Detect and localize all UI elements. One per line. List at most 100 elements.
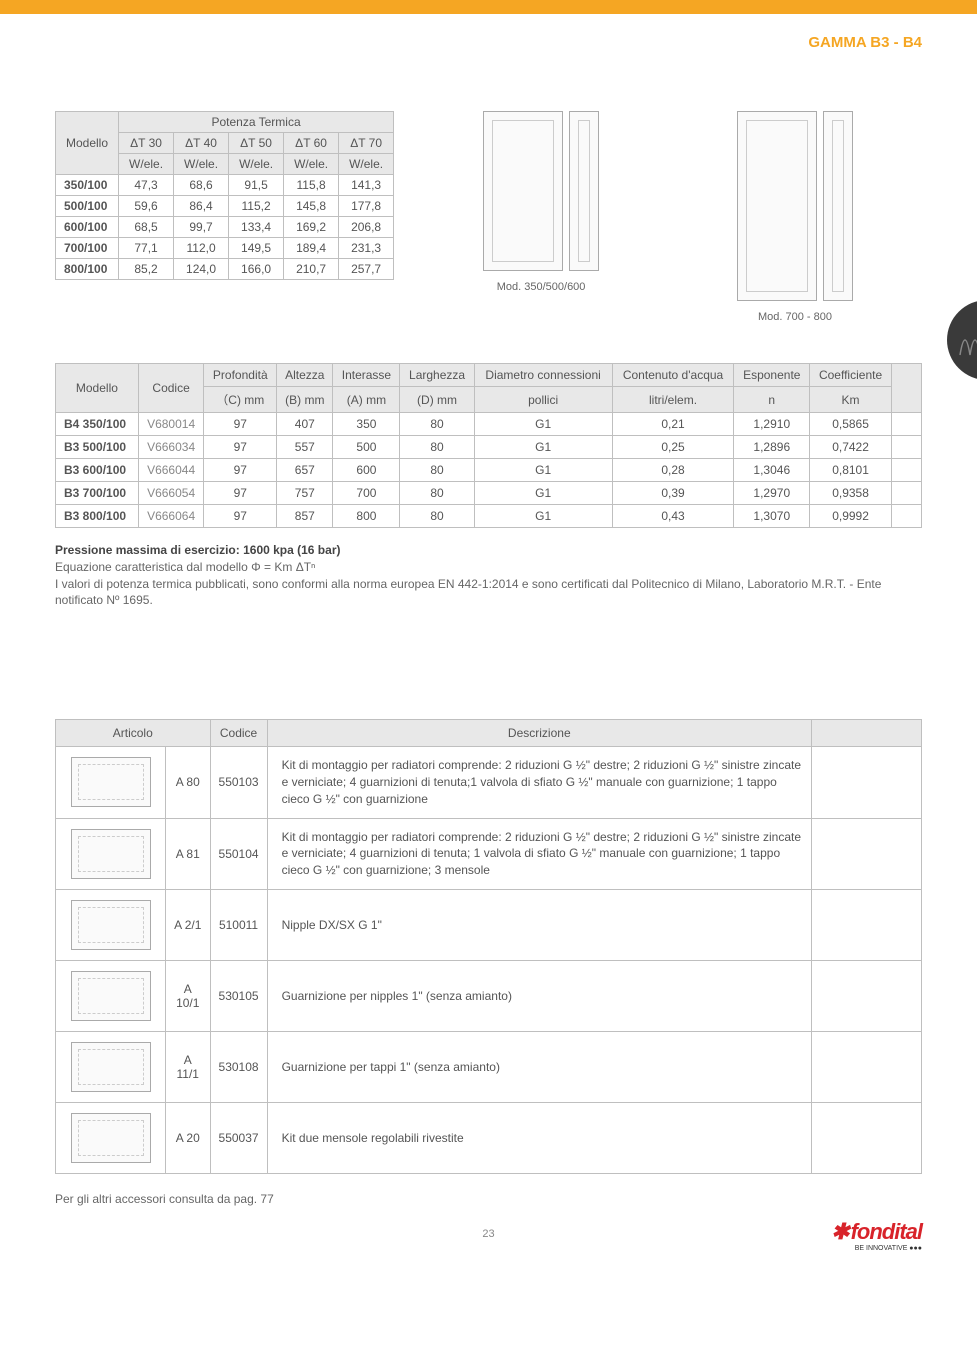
- col-desc: Descrizione: [267, 720, 811, 747]
- value-cell: G1: [474, 505, 612, 528]
- value-cell: 757: [277, 482, 333, 505]
- accessory-icon: [71, 829, 151, 879]
- table-row: A 2/1510011Nipple DX/SX G 1": [56, 889, 922, 960]
- value-cell: G1: [474, 459, 612, 482]
- code-cell: 550037: [210, 1102, 267, 1173]
- empty-cell: [892, 482, 922, 505]
- specifications-table: Modello Codice Profondità Altezza Intera…: [55, 363, 922, 528]
- col-esp: Esponente: [734, 364, 810, 387]
- code-cell: V666034: [138, 436, 204, 459]
- col-dt60: ΔT 60: [284, 133, 339, 154]
- empty-cell: [892, 413, 922, 436]
- value-cell: 115,8: [284, 175, 339, 196]
- article-code: A 10/1: [166, 960, 211, 1031]
- model-cell: B4 350/100: [56, 413, 139, 436]
- table-row: B3 500/100V6660349755750080G10,251,28960…: [56, 436, 922, 459]
- code-cell: 510011: [210, 889, 267, 960]
- unit: W/ele.: [174, 154, 229, 175]
- value-cell: 0,43: [612, 505, 734, 528]
- fondital-logo: ✱fondital BE INNOVATIVE ●●●: [831, 1219, 922, 1252]
- value-cell: 857: [277, 505, 333, 528]
- article-image-cell: [56, 747, 166, 818]
- logo-flower-icon: ✱: [831, 1219, 848, 1244]
- code-cell: V680014: [138, 413, 204, 436]
- col-empty: [812, 720, 922, 747]
- value-cell: 0,39: [612, 482, 734, 505]
- article-code: A 81: [166, 818, 211, 889]
- value-cell: 141,3: [339, 175, 394, 196]
- model-cell: 700/100: [56, 238, 119, 259]
- accessory-icon: [71, 1042, 151, 1092]
- accessory-icon: [71, 900, 151, 950]
- unit-pol: pollici: [474, 387, 612, 413]
- value-cell: 700: [333, 482, 400, 505]
- col-diam: Diametro connessioni: [474, 364, 612, 387]
- model-cell: 800/100: [56, 259, 119, 280]
- value-cell: 85,2: [119, 259, 174, 280]
- unit: W/ele.: [284, 154, 339, 175]
- value-cell: 80: [400, 482, 474, 505]
- value-cell: 0,8101: [810, 459, 892, 482]
- article-image-cell: [56, 889, 166, 960]
- code-cell: V666064: [138, 505, 204, 528]
- col-inter: Interasse: [333, 364, 400, 387]
- model-cell: B3 800/100: [56, 505, 139, 528]
- col-articolo: Articolo: [56, 720, 211, 747]
- empty-cell: [812, 1031, 922, 1102]
- col-modello: Modello: [56, 364, 139, 413]
- table-row: 700/10077,1112,0149,5189,4231,3: [56, 238, 394, 259]
- value-cell: 189,4: [284, 238, 339, 259]
- col-prof: Profondità: [204, 364, 277, 387]
- col-larg: Larghezza: [400, 364, 474, 387]
- value-cell: 257,7: [339, 259, 394, 280]
- value-cell: 169,2: [284, 217, 339, 238]
- code-cell: 550104: [210, 818, 267, 889]
- value-cell: 145,8: [284, 196, 339, 217]
- value-cell: 47,3: [119, 175, 174, 196]
- empty-cell: [812, 960, 922, 1031]
- col-dt40: ΔT 40: [174, 133, 229, 154]
- unit-n: n: [734, 387, 810, 413]
- code-cell: 530105: [210, 960, 267, 1031]
- unit-c: （C) mm: [204, 387, 277, 413]
- table-row: B3 800/100V6660649785780080G10,431,30700…: [56, 505, 922, 528]
- table-row: A 10/1530105Guarnizione per nipples 1" (…: [56, 960, 922, 1031]
- col-dt50: ΔT 50: [229, 133, 284, 154]
- radiator-side-1: [569, 111, 599, 271]
- note-pressure: Pressione massima di esercizio: 1600 kpa…: [55, 542, 922, 559]
- value-cell: 350: [333, 413, 400, 436]
- value-cell: 557: [277, 436, 333, 459]
- unit: W/ele.: [119, 154, 174, 175]
- value-cell: 99,7: [174, 217, 229, 238]
- value-cell: 206,8: [339, 217, 394, 238]
- value-cell: 210,7: [284, 259, 339, 280]
- empty-cell: [812, 747, 922, 818]
- value-cell: 97: [204, 413, 277, 436]
- technical-drawings: Mod. 350/500/600 Mod. 700 - 800: [414, 111, 922, 323]
- value-cell: 80: [400, 436, 474, 459]
- radiator-drawing-1: [483, 111, 563, 271]
- value-cell: 115,2: [229, 196, 284, 217]
- value-cell: 600: [333, 459, 400, 482]
- unit: W/ele.: [339, 154, 394, 175]
- col-cont: Contenuto d'acqua: [612, 364, 734, 387]
- value-cell: 0,25: [612, 436, 734, 459]
- value-cell: 1,2896: [734, 436, 810, 459]
- footer-note: Per gli altri accessori consulta da pag.…: [55, 1192, 922, 1206]
- article-code: A 2/1: [166, 889, 211, 960]
- value-cell: 97: [204, 436, 277, 459]
- table-row: 350/10047,368,691,5115,8141,3: [56, 175, 394, 196]
- model-cell: 500/100: [56, 196, 119, 217]
- col-modello: Modello: [56, 112, 119, 175]
- empty-cell: [812, 818, 922, 889]
- model-cell: B3 700/100: [56, 482, 139, 505]
- page-title: GAMMA B3 - B4: [55, 34, 922, 51]
- empty-cell: [892, 505, 922, 528]
- value-cell: 80: [400, 413, 474, 436]
- code-cell: V666054: [138, 482, 204, 505]
- model-cell: B3 600/100: [56, 459, 139, 482]
- page-number: 23: [55, 1228, 922, 1240]
- accessories-table: Articolo Codice Descrizione A 80550103Ki…: [55, 719, 922, 1174]
- notes-block: Pressione massima di esercizio: 1600 kpa…: [55, 542, 922, 609]
- description-cell: Kit due mensole regolabili rivestite: [267, 1102, 811, 1173]
